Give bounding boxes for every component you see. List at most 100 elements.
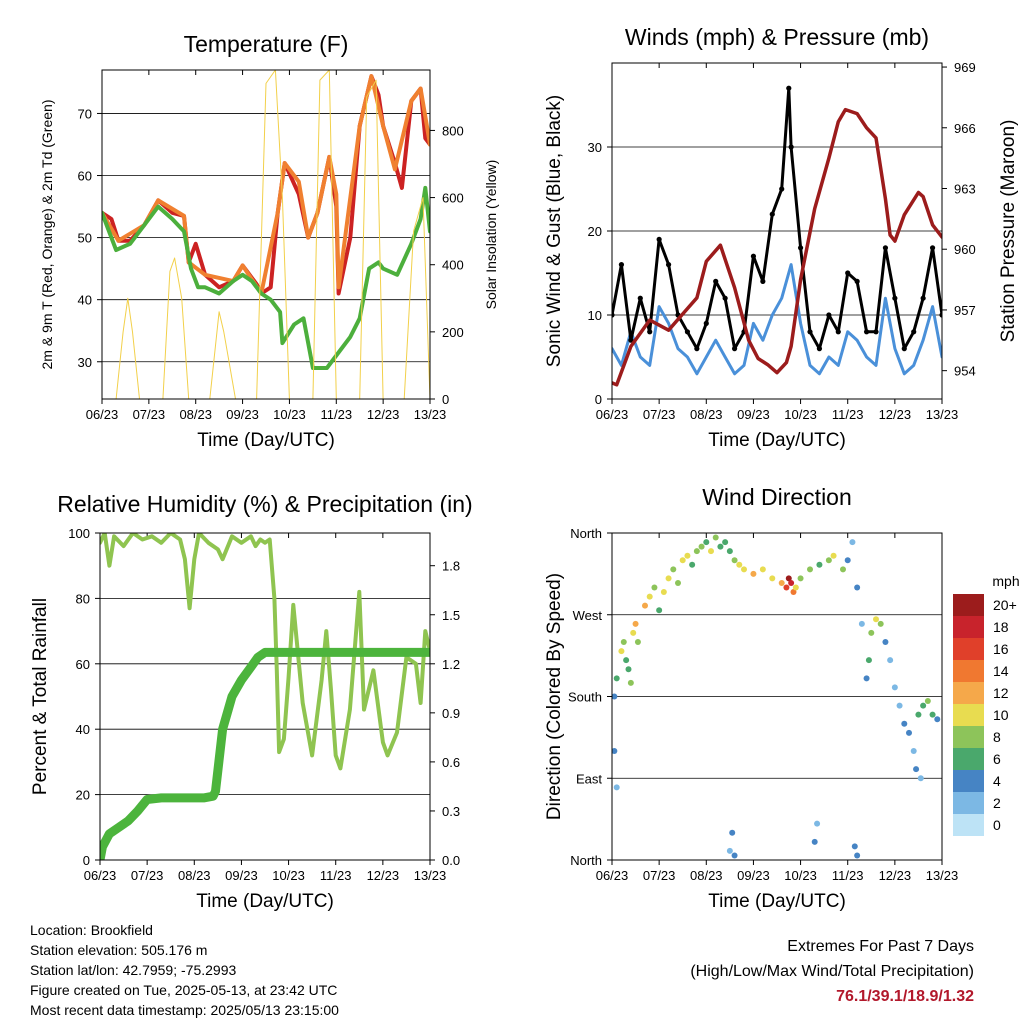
x-tick-label: 08/23: [690, 868, 723, 883]
x-tick-label: 06/23: [596, 868, 629, 883]
direction-point: [613, 675, 620, 682]
y-right-tick-label: 963: [954, 181, 976, 196]
station-info: Location: Brookfield Station elevation: …: [30, 920, 339, 1020]
y-tick-label: 60: [78, 169, 92, 184]
x-tick-label: 08/23: [179, 407, 212, 422]
x-tick-label: 11/23: [832, 868, 864, 883]
gust-point: [722, 295, 728, 301]
direction-point: [792, 584, 799, 591]
x-tick-label: 07/23: [643, 868, 676, 883]
y-axis-label: Percent & Total Rainfall: [30, 598, 51, 795]
direction-point: [726, 548, 733, 555]
series-line-1: [100, 647, 430, 860]
direction-point: [670, 566, 677, 573]
y-right-tick-label: 0.6: [442, 755, 460, 770]
x-tick-label: 10/23: [272, 868, 305, 883]
direction-point: [920, 702, 927, 709]
y-right-axis-label: Solar Insolation (Yellow): [483, 160, 499, 310]
direction-point: [863, 675, 870, 682]
y-axis-label: Sonic Wind & Gust (Blue, Black): [544, 95, 565, 367]
gust-point: [665, 262, 672, 268]
direction-point: [750, 570, 757, 577]
direction-point: [712, 534, 719, 541]
direction-point: [924, 698, 931, 705]
y-right-tick-label: 600: [442, 191, 464, 206]
colorbar-swatch: [953, 682, 984, 704]
direction-point: [913, 766, 920, 773]
direction-point: [790, 589, 797, 596]
colorbar-tick-label: 16: [993, 641, 1009, 657]
y-axis-label: Direction (Colored By Speed): [544, 573, 565, 820]
chart-title: Wind Direction: [702, 484, 852, 510]
colorbar-tick-label: 12: [993, 685, 1009, 701]
direction-point: [917, 775, 924, 782]
x-tick-label: 13/23: [414, 407, 447, 422]
y-axis-label: 2m & 9m T (Red, Orange) & 2m Td (Green): [39, 100, 55, 370]
latlon-text: Station lat/lon: 42.7959; -75.2993: [30, 962, 237, 978]
y-tick-label: 100: [68, 526, 90, 541]
direction-point: [830, 552, 837, 559]
direction-point: [934, 716, 941, 723]
colorbar-swatch: [953, 616, 984, 638]
direction-point: [854, 584, 861, 591]
data-layer: [612, 534, 941, 859]
direction-point: [731, 557, 738, 564]
direction-point: [665, 575, 672, 582]
direction-point: [625, 666, 632, 673]
direction-point: [769, 575, 776, 582]
x-tick-label: 08/23: [178, 868, 211, 883]
colorbar-swatch: [953, 726, 984, 748]
colorbar-tick-label: 2: [993, 795, 1001, 811]
x-tick-label: 07/23: [133, 407, 166, 422]
direction-point: [807, 566, 813, 573]
direction-point: [726, 847, 733, 854]
y-right-tick-label: 0.9: [442, 706, 460, 721]
plot-frame: [101, 69, 431, 400]
y-right-tick-label: 800: [442, 123, 464, 138]
direction-point: [891, 684, 898, 691]
gust-point: [684, 329, 691, 335]
colorbar-swatch: [953, 660, 984, 682]
direction-point: [814, 820, 821, 827]
direction-point: [906, 729, 912, 736]
y-tick-label: 0: [595, 392, 602, 407]
colorbar-swatch: [953, 814, 984, 836]
x-tick-label: 12/23: [879, 868, 912, 883]
gust-point: [769, 211, 775, 217]
chart-title: Relative Humidity (%) & Precipitation (i…: [57, 491, 472, 517]
y-tick-label: 10: [588, 308, 602, 323]
panel-wind_direction: Wind DirectionNorthEastSouthWestNorth06/…: [544, 484, 1020, 912]
direction-point: [759, 566, 766, 573]
series-line-2: [102, 185, 430, 370]
extremes-values: 76.1/39.1/18.9/1.32: [836, 988, 974, 1005]
x-tick-label: 09/23: [225, 868, 258, 883]
y-right-tick-label: 969: [954, 60, 976, 75]
series-line-0: [612, 263, 942, 376]
y-tick-label: North: [570, 853, 602, 868]
direction-point: [613, 784, 620, 791]
panel-winds: Winds (mph) & Pressure (mb) 0 10 20 30 954 957…: [544, 24, 1019, 451]
direction-point: [612, 693, 618, 700]
x-axis-label: Time (Day/UTC): [708, 430, 846, 451]
direction-point: [620, 639, 627, 645]
direction-point: [642, 602, 648, 609]
gust-point: [816, 346, 823, 352]
x-tick-label: 11/23: [320, 407, 352, 422]
direction-point: [731, 852, 738, 859]
direction-point: [675, 579, 681, 586]
x-axis-label: Time (Day/UTC): [196, 891, 334, 912]
colorbar-tick-label: 8: [993, 729, 1001, 745]
y-right-tick-label: 1.8: [442, 559, 460, 574]
y-tick-label: 30: [588, 140, 602, 155]
x-tick-label: 10/23: [273, 407, 306, 422]
direction-point: [703, 539, 710, 546]
series-line-1: [102, 74, 430, 296]
x-tick-label: 11/23: [832, 407, 864, 422]
elevation-text: Station elevation: 505.176 m: [30, 942, 208, 958]
x-tick-label: 10/23: [784, 868, 817, 883]
created-text: Figure created on Tue, 2025-05-13, at 23…: [30, 982, 338, 998]
direction-point: [651, 584, 658, 591]
direction-point: [865, 657, 872, 664]
plot-frame: [99, 532, 431, 861]
direction-point: [646, 593, 653, 600]
